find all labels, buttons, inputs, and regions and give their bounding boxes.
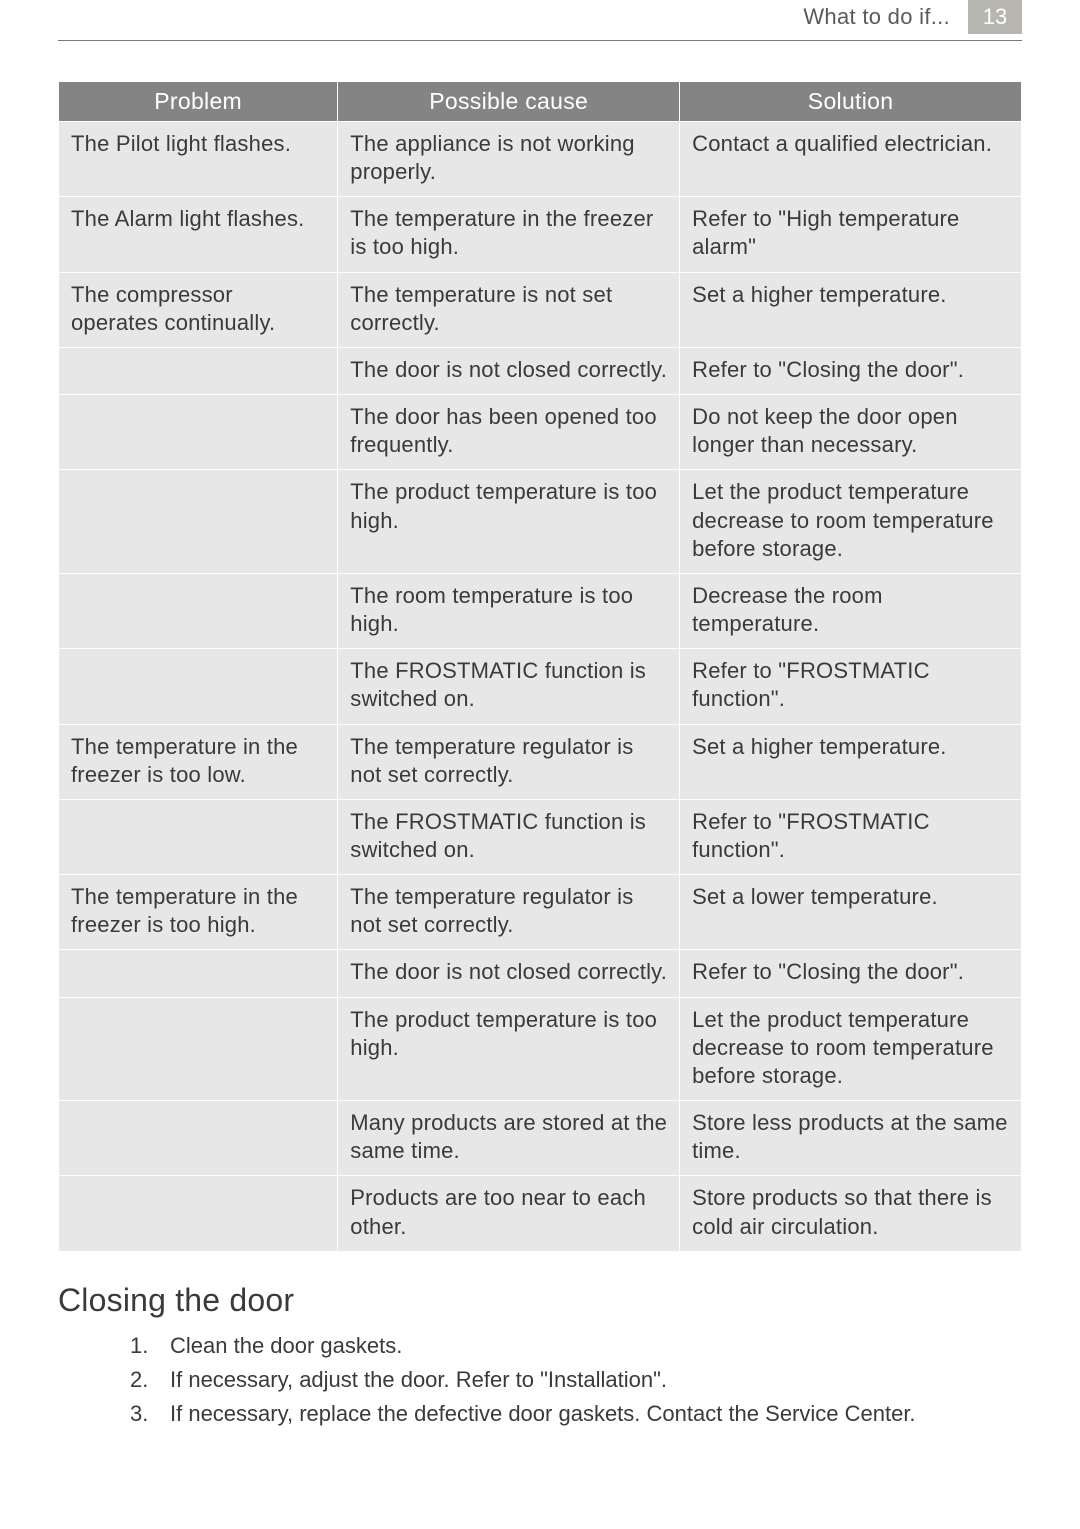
cell-cause: Products are too near to each other. [338, 1176, 680, 1251]
header-section-title: What to do if... [803, 4, 950, 30]
cell-problem [59, 347, 338, 394]
cell-cause: The temperature regulator is not set cor… [338, 724, 680, 799]
cell-solution: Let the product temperature decrease to … [680, 470, 1022, 573]
cell-solution: Refer to "Closing the door". [680, 347, 1022, 394]
cell-solution: Store less products at the same time. [680, 1101, 1022, 1176]
table-row: The compressor operates continually.The … [59, 272, 1022, 347]
cell-solution: Set a higher temperature. [680, 272, 1022, 347]
cell-problem [59, 573, 338, 648]
cell-cause: The product temperature is too high. [338, 470, 680, 573]
col-header-solution: Solution [680, 82, 1022, 122]
list-item: 2. If necessary, adjust the door. Refer t… [130, 1363, 1022, 1397]
cell-cause: The temperature in the freezer is too hi… [338, 197, 680, 272]
cell-solution: Let the product temperature decrease to … [680, 997, 1022, 1100]
cell-cause: The door is not closed correctly. [338, 347, 680, 394]
step-text: If necessary, adjust the door. Refer to … [170, 1367, 667, 1392]
col-header-problem: Problem [59, 82, 338, 122]
cell-solution: Refer to "FROSTMATIC function". [680, 799, 1022, 874]
cell-cause: The product temperature is too high. [338, 997, 680, 1100]
cell-solution: Set a higher temperature. [680, 724, 1022, 799]
table-row: The product temperature is too high.Let … [59, 470, 1022, 573]
cell-solution: Set a lower temperature. [680, 875, 1022, 950]
step-text: Clean the door gaskets. [170, 1333, 402, 1358]
table-row: The temperature in the freezer is too hi… [59, 875, 1022, 950]
list-item: 1. Clean the door gaskets. [130, 1329, 1022, 1363]
troubleshooting-table: Problem Possible cause Solution The Pilo… [58, 81, 1022, 1252]
table-row: The FROSTMATIC function is switched on.R… [59, 649, 1022, 724]
table-row: The door has been opened too frequently.… [59, 395, 1022, 470]
page-header: What to do if... 13 [58, 0, 1022, 41]
cell-problem [59, 395, 338, 470]
table-header-row: Problem Possible cause Solution [59, 82, 1022, 122]
cell-problem [59, 1176, 338, 1251]
cell-problem [59, 997, 338, 1100]
cell-solution: Refer to "Closing the door". [680, 950, 1022, 997]
page-content: Problem Possible cause Solution The Pilo… [0, 41, 1080, 1431]
table-row: The FROSTMATIC function is switched on.R… [59, 799, 1022, 874]
cell-problem: The Alarm light flashes. [59, 197, 338, 272]
table-row: The product temperature is too high.Let … [59, 997, 1022, 1100]
cell-solution: Store products so that there is cold air… [680, 1176, 1022, 1251]
cell-problem: The Pilot light flashes. [59, 122, 338, 197]
col-header-cause: Possible cause [338, 82, 680, 122]
cell-cause: The room temperature is too high. [338, 573, 680, 648]
step-number: 1. [130, 1329, 148, 1363]
cell-cause: The FROSTMATIC function is switched on. [338, 799, 680, 874]
cell-problem: The compressor operates continually. [59, 272, 338, 347]
closing-door-heading: Closing the door [58, 1282, 1022, 1319]
cell-solution: Contact a qualified electrician. [680, 122, 1022, 197]
cell-cause: The door is not closed correctly. [338, 950, 680, 997]
table-row: Products are too near to each other.Stor… [59, 1176, 1022, 1251]
cell-cause: The temperature is not set correctly. [338, 272, 680, 347]
cell-solution: Decrease the room temperature. [680, 573, 1022, 648]
cell-solution: Refer to "High temperature alarm" [680, 197, 1022, 272]
cell-solution: Refer to "FROSTMATIC function". [680, 649, 1022, 724]
cell-cause: The appliance is not working properly. [338, 122, 680, 197]
page-number-badge: 13 [968, 0, 1022, 34]
cell-problem: The temperature in the freezer is too hi… [59, 875, 338, 950]
table-row: Many products are stored at the same tim… [59, 1101, 1022, 1176]
cell-cause: The door has been opened too frequently. [338, 395, 680, 470]
cell-cause: Many products are stored at the same tim… [338, 1101, 680, 1176]
cell-problem [59, 950, 338, 997]
step-text: If necessary, replace the defective door… [170, 1401, 916, 1426]
list-item: 3. If necessary, replace the defective do… [130, 1397, 1022, 1431]
table-row: The Pilot light flashes.The appliance is… [59, 122, 1022, 197]
step-number: 3. [130, 1397, 148, 1431]
cell-cause: The FROSTMATIC function is switched on. [338, 649, 680, 724]
cell-problem [59, 1101, 338, 1176]
table-row: The door is not closed correctly.Refer t… [59, 950, 1022, 997]
cell-problem [59, 649, 338, 724]
cell-problem: The temperature in the freezer is too lo… [59, 724, 338, 799]
step-number: 2. [130, 1363, 148, 1397]
table-row: The Alarm light flashes.The temperature … [59, 197, 1022, 272]
table-row: The door is not closed correctly.Refer t… [59, 347, 1022, 394]
cell-solution: Do not keep the door open longer than ne… [680, 395, 1022, 470]
closing-door-steps: 1. Clean the door gaskets. 2. If necessary,… [58, 1329, 1022, 1431]
table-row: The room temperature is too high.Decreas… [59, 573, 1022, 648]
cell-problem [59, 799, 338, 874]
cell-problem [59, 470, 338, 573]
table-body: The Pilot light flashes.The appliance is… [59, 122, 1022, 1252]
cell-cause: The temperature regulator is not set cor… [338, 875, 680, 950]
table-row: The temperature in the freezer is too lo… [59, 724, 1022, 799]
